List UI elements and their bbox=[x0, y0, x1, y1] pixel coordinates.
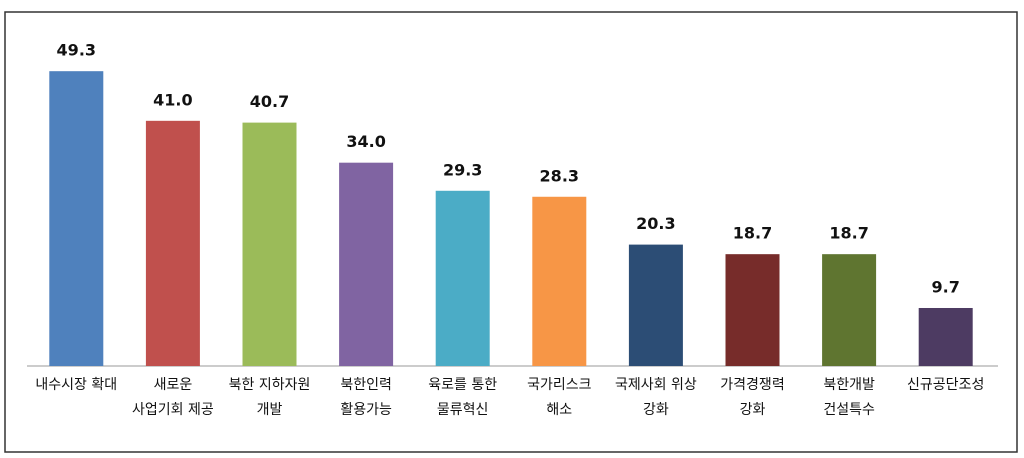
value-label: 40.7 bbox=[250, 92, 289, 111]
value-label: 49.3 bbox=[57, 41, 96, 60]
x-tick-line: 북한인력 bbox=[340, 377, 392, 393]
x-tick-label: 신규공단조성 bbox=[907, 377, 984, 393]
x-tick-line: 내수시장 확대 bbox=[35, 377, 117, 393]
value-label: 18.7 bbox=[733, 224, 772, 243]
bar bbox=[145, 120, 200, 366]
value-label: 18.7 bbox=[829, 224, 868, 243]
x-tick-line: 물류혁신 bbox=[437, 402, 489, 418]
bar bbox=[339, 162, 394, 366]
bar bbox=[435, 190, 490, 366]
bar bbox=[628, 244, 683, 366]
bar bbox=[49, 71, 104, 366]
x-tick-line: 강화 bbox=[643, 402, 669, 418]
x-tick-line: 북한개발 bbox=[823, 377, 875, 393]
value-label: 28.3 bbox=[540, 166, 579, 185]
bar bbox=[918, 307, 973, 366]
x-tick-line: 새로운 bbox=[154, 377, 193, 393]
x-tick-line: 건설특수 bbox=[823, 402, 875, 418]
x-tick-line: 신규공단조성 bbox=[907, 377, 984, 393]
x-tick-line: 국가리스크 bbox=[527, 377, 592, 393]
x-tick-line: 육로를 통한 bbox=[428, 377, 497, 393]
x-tick-label: 내수시장 확대 bbox=[35, 377, 117, 393]
value-label: 34.0 bbox=[346, 132, 385, 151]
bar bbox=[725, 254, 780, 366]
value-label: 41.0 bbox=[153, 90, 192, 109]
x-tick-line: 국제사회 위상 bbox=[615, 377, 697, 393]
bar bbox=[242, 122, 297, 366]
value-label: 9.7 bbox=[932, 277, 960, 296]
x-tick-line: 가격경쟁력 bbox=[720, 377, 784, 393]
value-label: 29.3 bbox=[443, 160, 482, 179]
x-tick-line: 북한 지하자원 bbox=[229, 377, 311, 393]
value-label: 20.3 bbox=[636, 214, 675, 233]
bar bbox=[822, 254, 877, 366]
x-tick-line: 개발 bbox=[257, 402, 283, 418]
x-tick-line: 해소 bbox=[546, 402, 572, 418]
x-tick-line: 활용가능 bbox=[340, 402, 392, 418]
x-tick-line: 사업기회 제공 bbox=[132, 402, 214, 418]
bar bbox=[532, 196, 587, 366]
x-tick-line: 강화 bbox=[740, 402, 766, 418]
